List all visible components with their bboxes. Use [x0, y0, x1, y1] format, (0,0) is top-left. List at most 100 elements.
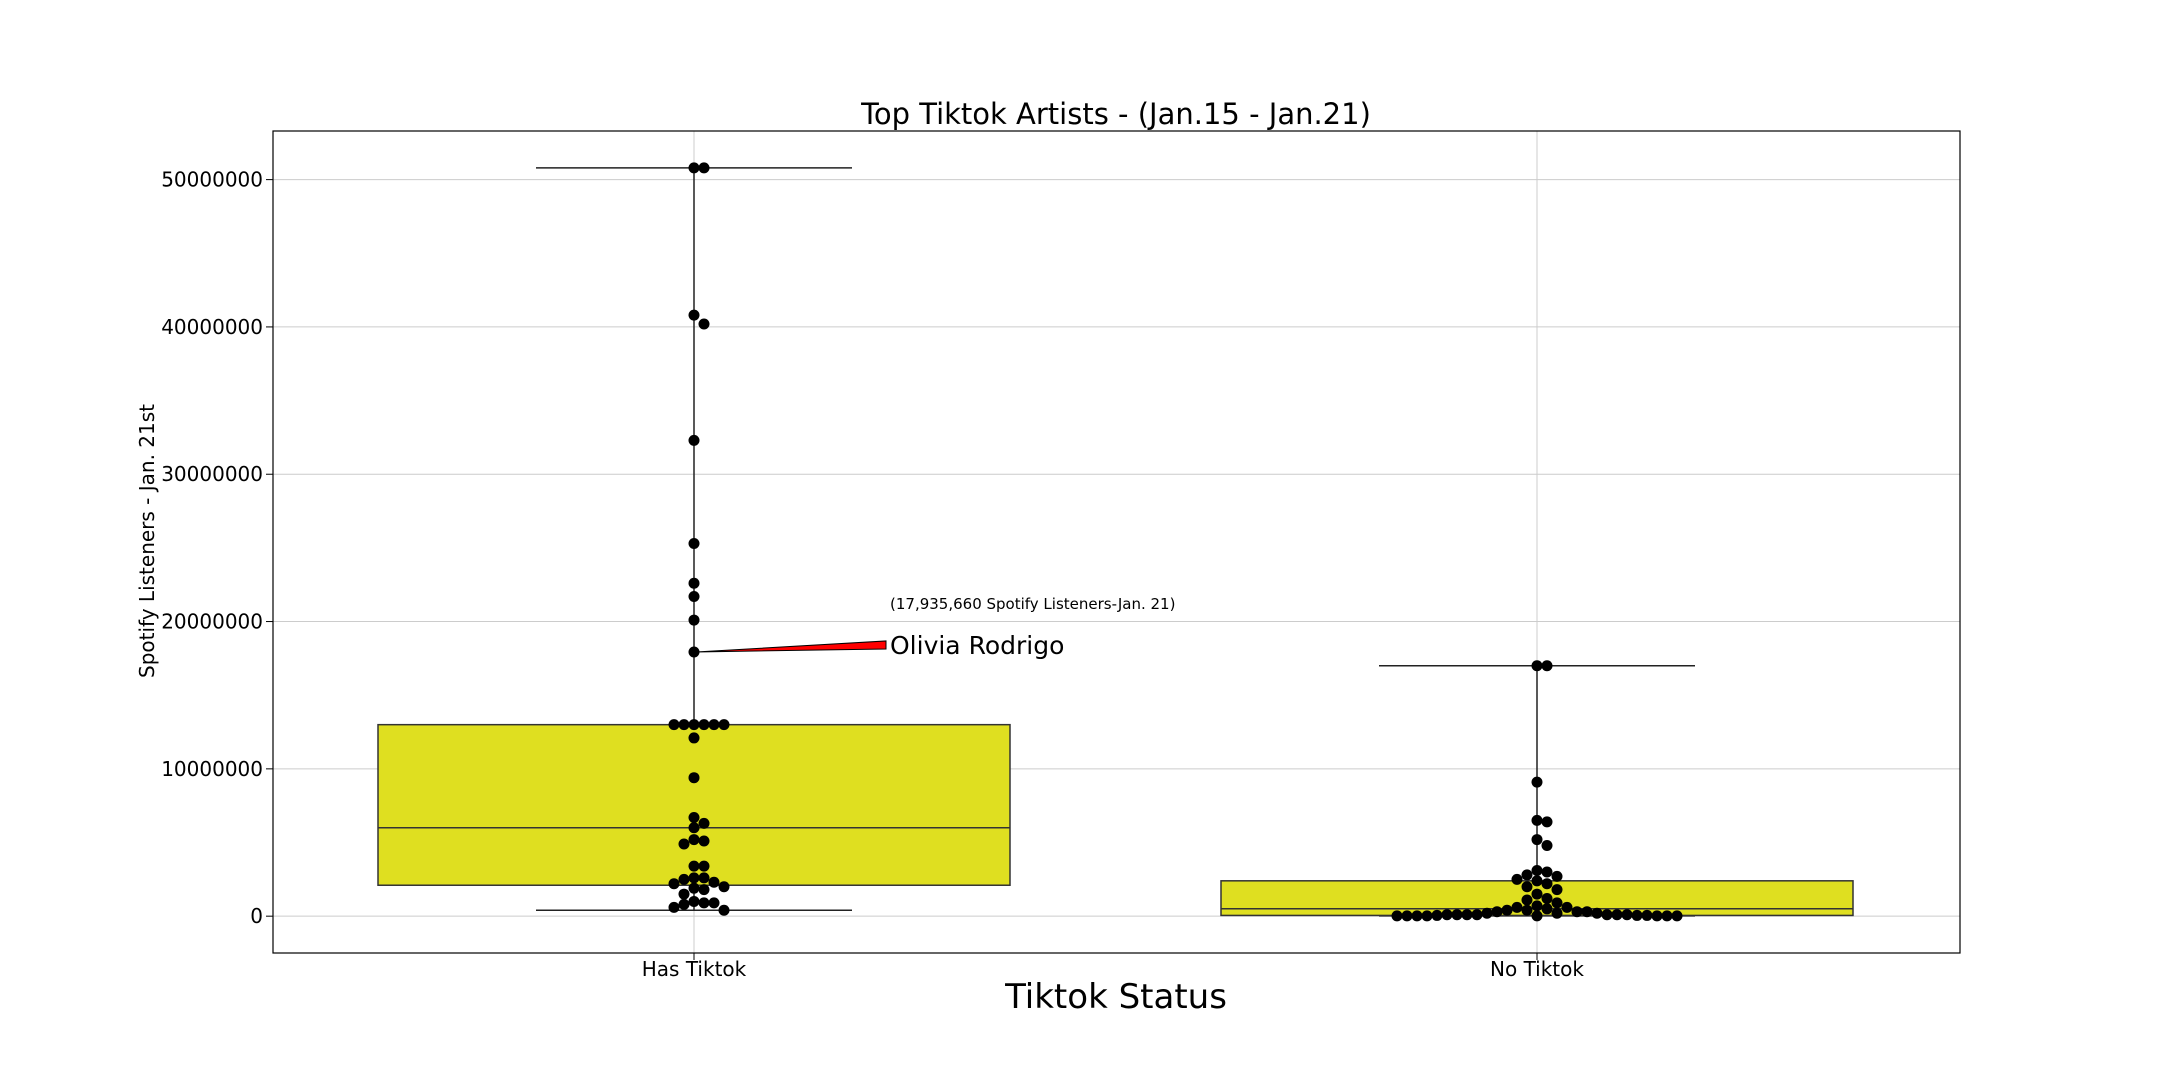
data-point: [688, 614, 700, 626]
annotation-detail: (17,935,660 Spotify Listeners-Jan. 21): [890, 595, 1175, 613]
annotation-arrow: [695, 640, 887, 653]
data-point: [688, 162, 700, 174]
data-point: [688, 895, 700, 907]
data-point: [688, 834, 700, 846]
data-point: [1551, 907, 1563, 919]
data-point: [1541, 878, 1553, 890]
box-iqr: [377, 723, 1011, 886]
data-point: [1521, 869, 1533, 881]
data-point: [668, 719, 680, 731]
data-point: [1471, 909, 1483, 921]
data-point: [678, 838, 690, 850]
data-point: [718, 719, 730, 731]
data-point: [1531, 910, 1543, 922]
data-point: [678, 898, 690, 910]
y-tick-label: 50000000: [161, 168, 263, 192]
data-point: [1511, 901, 1523, 913]
data-point: [1551, 870, 1563, 882]
data-point: [1411, 910, 1423, 922]
data-point: [1541, 866, 1553, 878]
y-tick-label: 10000000: [161, 757, 263, 781]
data-point: [1431, 909, 1443, 921]
data-point: [1551, 897, 1563, 909]
data-point: [1391, 910, 1403, 922]
data-point: [668, 878, 680, 890]
chart-title: Top Tiktok Artists - (Jan.15 - Jan.21): [860, 97, 1371, 131]
data-point: [688, 872, 700, 884]
data-point: [1531, 660, 1543, 672]
data-point: [688, 434, 700, 446]
data-point: [688, 772, 700, 784]
plot-area-frame: [272, 130, 1961, 954]
data-point: [688, 591, 700, 603]
data-point: [1531, 834, 1543, 846]
data-point: [698, 835, 710, 847]
y-tick-label: 20000000: [161, 610, 263, 634]
data-point: [1491, 906, 1503, 918]
axes: 0 10000000 20000000 30000000 40000000 5000000…: [161, 168, 1584, 981]
data-point: [1531, 814, 1543, 826]
data-point: [1661, 910, 1673, 922]
data-point: [1621, 909, 1633, 921]
data-point: [1671, 910, 1683, 922]
data-point: [718, 904, 730, 916]
data-point: [1531, 776, 1543, 788]
data-point: [688, 882, 700, 894]
data-point: [708, 876, 720, 888]
annotation-label: Olivia Rodrigo: [890, 631, 1064, 660]
data-point: [1601, 909, 1613, 921]
data-point: [698, 162, 710, 174]
data-point: [698, 884, 710, 896]
data-point: [1501, 904, 1513, 916]
data-point: [688, 577, 700, 589]
data-point: [1641, 909, 1653, 921]
data-point: [718, 881, 730, 893]
data-point: [1581, 906, 1593, 918]
data-point: [698, 318, 710, 330]
data-point: [1541, 839, 1553, 851]
data-point: [1531, 888, 1543, 900]
data-point: [678, 873, 690, 885]
data-point: [688, 537, 700, 549]
data-point: [1421, 910, 1433, 922]
data-point: [1541, 903, 1553, 915]
y-tick-label: 30000000: [161, 462, 263, 486]
swarm-points: [668, 162, 1683, 922]
x-tick-label: No Tiktok: [1490, 957, 1584, 981]
data-point: [1441, 909, 1453, 921]
data-point: [1571, 906, 1583, 918]
data-point: [1521, 881, 1533, 893]
data-point: [688, 309, 700, 321]
data-point: [668, 901, 680, 913]
data-point: [698, 860, 710, 872]
data-point: [1511, 873, 1523, 885]
data-point: [1401, 910, 1413, 922]
data-point: [1611, 909, 1623, 921]
y-tick-label: 0: [250, 904, 263, 928]
data-point: [1451, 909, 1463, 921]
data-point: [1651, 910, 1663, 922]
data-point: [678, 888, 690, 900]
data-point: [708, 897, 720, 909]
data-point: [1531, 865, 1543, 877]
data-point: [698, 872, 710, 884]
boxes: [377, 167, 1854, 917]
annotation-group: Olivia Rodrigo (17,935,660 Spotify Listen…: [695, 595, 1175, 660]
data-point: [1551, 884, 1563, 896]
data-point: [1461, 909, 1473, 921]
data-point: [678, 719, 690, 731]
data-point: [1631, 909, 1643, 921]
data-point: [1531, 875, 1543, 887]
data-point: [688, 732, 700, 744]
data-point: [1541, 660, 1553, 672]
data-point: [1561, 901, 1573, 913]
data-point: [698, 817, 710, 829]
data-point: [1531, 900, 1543, 912]
data-point: [1591, 907, 1603, 919]
data-point: [1521, 904, 1533, 916]
x-tick-label: Has Tiktok: [642, 957, 747, 981]
y-axis-title: Spotify Listeners - Jan. 21st: [135, 404, 159, 678]
data-point: [688, 646, 700, 658]
x-axis-title: Tiktok Status: [1004, 977, 1227, 1017]
